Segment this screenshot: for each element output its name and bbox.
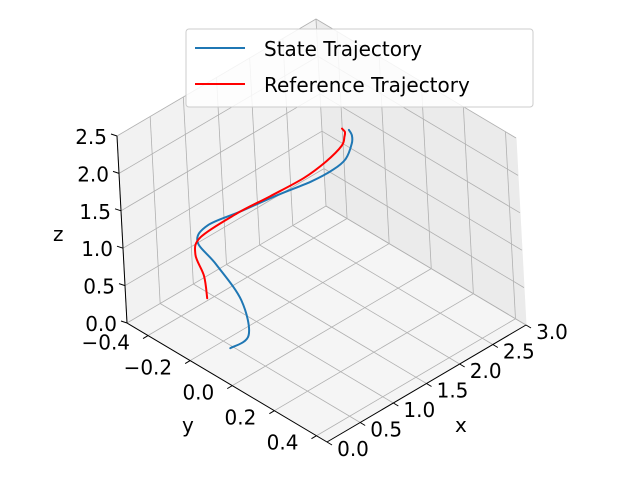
x-tick-mark xyxy=(359,422,366,426)
y-tick-label: 0.0 xyxy=(182,381,214,405)
x-tick-mark xyxy=(525,324,532,329)
y-axis-line xyxy=(126,322,328,443)
x-tick-mark xyxy=(393,402,399,407)
grid-x-floor xyxy=(226,264,427,384)
y-tick-label: −0.4 xyxy=(81,331,130,355)
series-lines xyxy=(193,127,354,350)
series-line-state xyxy=(196,128,354,350)
z-tick-mark xyxy=(110,133,118,137)
x-tick-label: 2.5 xyxy=(503,340,535,364)
z-tick-label: 0.5 xyxy=(83,275,115,299)
grid-z-side xyxy=(325,205,527,326)
y-tick-mark xyxy=(227,385,233,390)
x-tick-label: 0.5 xyxy=(370,418,402,442)
y-tick-mark xyxy=(142,335,149,339)
legend-label-state: State Trajectory xyxy=(264,37,422,61)
grid-y-wall xyxy=(462,106,474,294)
grid-x-floor xyxy=(292,225,494,345)
x-tick-mark xyxy=(426,383,432,387)
y-tick-mark xyxy=(184,360,191,365)
series-line-reference xyxy=(193,127,347,300)
x-tick-label: 1.0 xyxy=(403,398,435,422)
y-axis-label: y xyxy=(182,413,194,437)
grid-y-floor xyxy=(274,293,474,412)
grid-y-floor xyxy=(232,268,432,386)
grid-y-floor xyxy=(189,243,390,361)
x-tick-label: 3.0 xyxy=(536,320,568,344)
z-tick-label: 1.5 xyxy=(79,200,111,224)
y-tick-label: −0.2 xyxy=(124,356,173,380)
y-tick-label: 0.4 xyxy=(267,431,299,455)
grid-x-floor xyxy=(193,283,394,404)
z-axis-line xyxy=(116,135,128,324)
grid-z-back xyxy=(126,205,327,324)
grid-z-side xyxy=(321,130,523,251)
z-tick-mark xyxy=(118,283,126,287)
grid-z-back xyxy=(124,168,325,286)
x-tick-mark xyxy=(492,344,499,348)
axis-lines xyxy=(110,133,532,446)
x-tick-mark xyxy=(326,441,333,446)
legend-frame xyxy=(185,28,534,108)
z-tick-mark xyxy=(112,170,120,174)
z-tick-mark xyxy=(120,320,128,324)
z-tick-label: 0.0 xyxy=(85,312,117,336)
z-tick-label: 2.0 xyxy=(77,162,109,186)
x-tick-label: 1.5 xyxy=(437,379,469,403)
grid-z-side xyxy=(323,168,525,288)
grid-y-floor xyxy=(147,218,348,336)
grid-x-wall xyxy=(149,116,161,304)
legend-label-reference: Reference Trajectory xyxy=(264,73,470,97)
y-tick-mark xyxy=(311,435,317,440)
x-tick-label: 0.0 xyxy=(337,437,369,461)
grid-z-back xyxy=(120,93,321,212)
grid-y-wall xyxy=(420,81,432,269)
tick-labels: 0.00.51.01.52.02.53.0−0.4−0.20.00.20.40.… xyxy=(75,125,568,461)
z-tick-mark xyxy=(114,208,122,212)
grid-z-side xyxy=(319,93,521,214)
z-tick-mark xyxy=(116,245,124,249)
y-tick-mark xyxy=(269,410,275,415)
grid-x-wall xyxy=(216,77,227,265)
x-axis-label: x xyxy=(455,413,467,437)
grid-y-floor xyxy=(316,318,516,437)
grid-x-floor xyxy=(259,244,460,365)
x-tick-mark xyxy=(459,363,465,368)
z-tick-label: 2.5 xyxy=(75,125,107,149)
z-axis-label: z xyxy=(53,222,64,246)
grid-y-wall xyxy=(505,131,516,319)
z-tick-label: 1.0 xyxy=(81,237,113,261)
y-tick-label: 0.2 xyxy=(225,406,257,430)
x-tick-label: 2.0 xyxy=(470,359,502,383)
grid-x-wall xyxy=(182,96,194,285)
grid-z-back xyxy=(122,130,323,249)
legend: State Trajectory Reference Trajectory xyxy=(185,28,534,108)
grid-x-floor xyxy=(159,303,361,423)
